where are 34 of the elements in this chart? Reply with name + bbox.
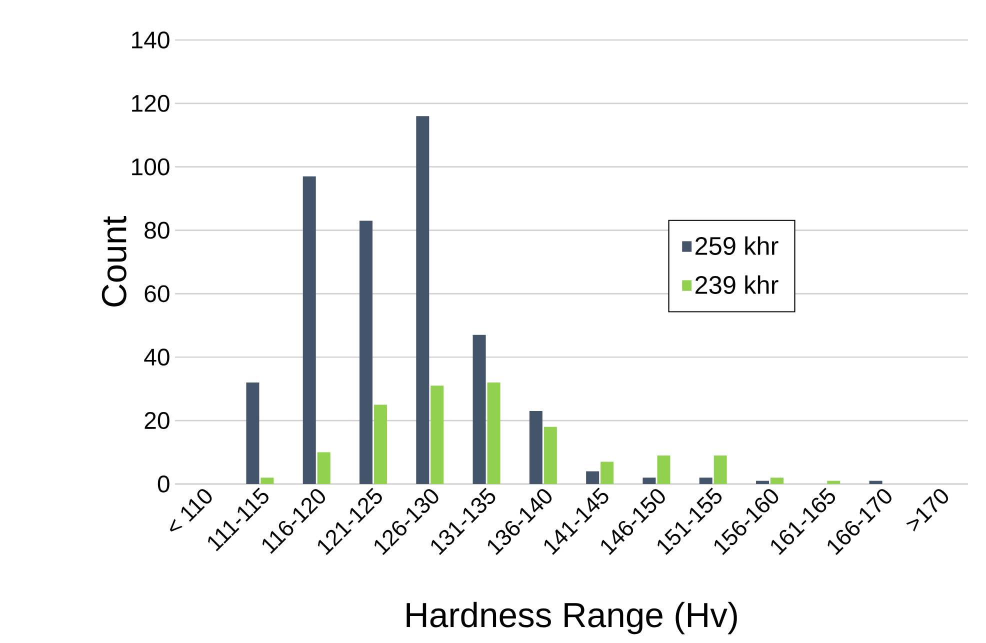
bar (714, 455, 727, 484)
bar (246, 382, 260, 484)
bar (586, 471, 600, 484)
x-axis-title: Hardness Range (Hv) (406, 602, 737, 634)
bar (869, 480, 882, 484)
bar (657, 455, 670, 484)
bar (317, 452, 330, 484)
y-tick-label: 0 (158, 475, 170, 492)
bar (699, 478, 712, 484)
y-tick-label: 60 (144, 285, 170, 302)
y-axis-title: Count (102, 216, 126, 306)
bar (487, 382, 500, 484)
bar (544, 426, 557, 484)
bar (360, 220, 373, 484)
y-tick-label: 80 (144, 222, 170, 239)
y-tick-label: 140 (132, 31, 170, 48)
bar (756, 480, 770, 484)
bar (416, 116, 430, 484)
bar (374, 404, 388, 484)
bar (260, 478, 274, 484)
legend-label: 239 khr (696, 275, 778, 294)
y-tick-label: 20 (144, 412, 170, 430)
bar (600, 462, 614, 484)
bar (302, 176, 316, 484)
bar (642, 478, 656, 484)
y-tick-label: 40 (144, 348, 170, 366)
y-tick-label: 100 (132, 158, 170, 176)
bar (827, 480, 840, 484)
legend-label: 259 khr (696, 236, 778, 255)
y-tick-label: 120 (132, 94, 170, 112)
bar (529, 411, 542, 484)
bar (770, 478, 784, 484)
bar (430, 386, 444, 484)
bar (472, 334, 486, 484)
